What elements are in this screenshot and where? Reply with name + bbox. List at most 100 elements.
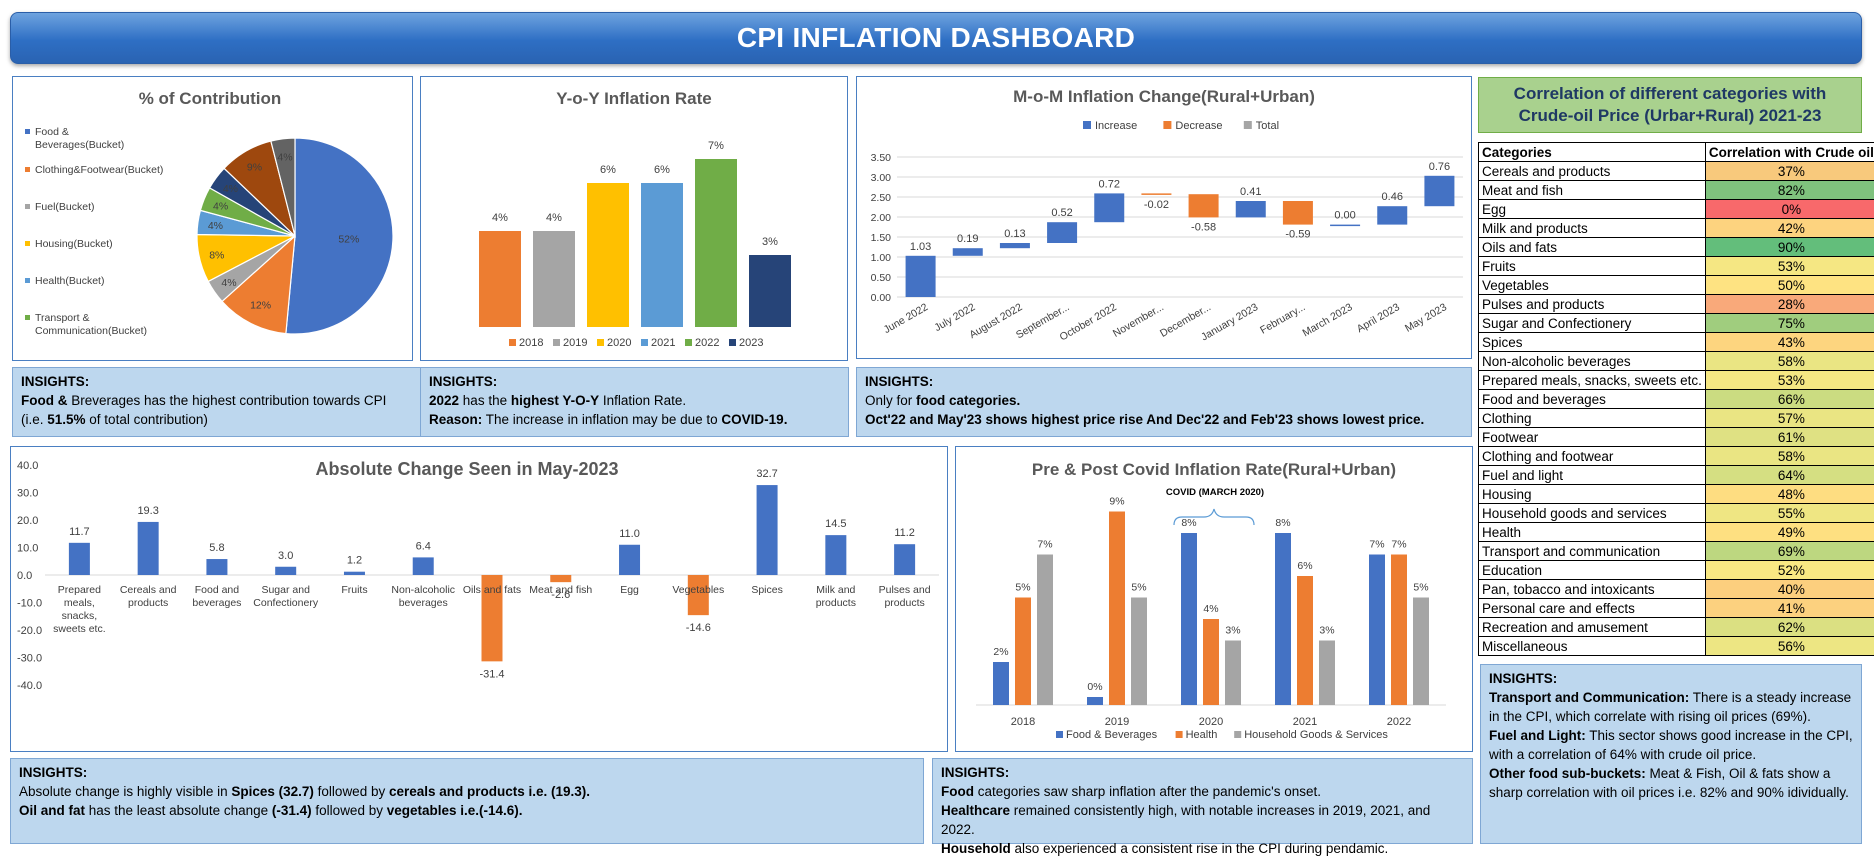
correlation-category: Clothing and footwear — [1479, 447, 1706, 466]
y-tick-label: -10.0 — [17, 598, 42, 610]
insight-text: 2022 — [429, 393, 459, 408]
insight-text: 51.5% — [47, 412, 85, 427]
covid-data-label: 8% — [1275, 517, 1290, 529]
y-tick-label: 0.00 — [871, 292, 892, 304]
mom-data-label: -0.59 — [1285, 229, 1310, 241]
insight-text: Other food sub-buckets: — [1489, 766, 1646, 781]
x-tick-label: April 2023 — [1355, 301, 1402, 335]
covid-chart-title: Pre & Post Covid Inflation Rate(Rural+Ur… — [1032, 460, 1396, 479]
y-tick-label: -30.0 — [17, 653, 42, 665]
correlation-header-row: Categories Correlation with Crude oil — [1479, 143, 1874, 162]
correlation-value: 41% — [1705, 599, 1874, 618]
correlation-table-wrap: Categories Correlation with Crude oil Ce… — [1478, 142, 1862, 656]
legend-label: Food & Beverages — [1066, 729, 1158, 741]
pie-data-label: 4% — [223, 183, 238, 195]
legend-swatch — [597, 339, 604, 346]
covid-bar — [993, 662, 1009, 705]
correlation-category: Meat and fish — [1479, 181, 1706, 200]
mom-data-label: 0.00 — [1334, 210, 1355, 222]
covid-bars: 2%5%7%20180%9%5%20198%4%3%20208%6%3%2021… — [976, 496, 1446, 729]
yoy-bar — [695, 159, 737, 327]
abs-data-label: 11.7 — [69, 526, 90, 538]
pie-data-label: 4% — [208, 220, 223, 232]
legend-label: 2022 — [695, 337, 719, 349]
correlation-value: 48% — [1705, 485, 1874, 504]
correlation-value: 82% — [1705, 181, 1874, 200]
insight-text: Food & — [21, 393, 71, 408]
abs-data-label: 32.7 — [756, 468, 777, 480]
mom-data-label: 0.76 — [1429, 161, 1450, 173]
correlation-category: Oils and fats — [1479, 238, 1706, 257]
legend-label: Household Goods & Services — [1244, 729, 1388, 741]
insight-heading: INSIGHTS: — [19, 765, 87, 780]
pie-data-label: 4% — [213, 201, 228, 213]
correlation-category: Housing — [1479, 485, 1706, 504]
y-tick-label: 30.0 — [17, 488, 38, 500]
correlation-category: Prepared meals, snacks, sweets etc. — [1479, 371, 1706, 390]
yoy-data-label: 4% — [546, 212, 562, 224]
correlation-category: Food and beverages — [1479, 390, 1706, 409]
insight-text: Fuel and Light: — [1489, 728, 1586, 743]
legend-label: Fuel(Bucket) — [35, 201, 95, 213]
legend-label: Increase — [1095, 120, 1137, 132]
insight-text: The increase in inflation may be due to — [482, 412, 721, 427]
correlation-value: 58% — [1705, 447, 1874, 466]
correlation-value: 40% — [1705, 580, 1874, 599]
correlation-value: 53% — [1705, 257, 1874, 276]
mom-bar — [1236, 201, 1266, 217]
mom-data-label: 0.52 — [1051, 207, 1072, 219]
covid-data-label: 5% — [1413, 582, 1428, 594]
abs-data-label: 3.0 — [278, 550, 293, 562]
correlation-value: 69% — [1705, 542, 1874, 561]
contribution-chart-panel: % of Contribution Food &Beverages(Bucket… — [12, 76, 413, 361]
covid-bar — [1087, 697, 1103, 705]
legend-label: 2023 — [739, 337, 763, 349]
covid-data-label: 2% — [993, 646, 1008, 658]
correlation-value: 37% — [1705, 162, 1874, 181]
correlation-category: Egg — [1479, 200, 1706, 219]
covid-data-label: 5% — [1015, 582, 1030, 594]
legend-label: 2020 — [607, 337, 631, 349]
correlation-value: 55% — [1705, 504, 1874, 523]
correlation-category: Miscellaneous — [1479, 637, 1706, 656]
mom-bar — [1094, 193, 1124, 222]
correlation-value: 64% — [1705, 466, 1874, 485]
abs-bar-chart: Absolute Change Seen in May-2023 40.030.… — [11, 447, 947, 751]
legend-swatch — [641, 339, 648, 346]
insight-text: (i.e. — [21, 412, 47, 427]
mom-grid: 0.000.501.001.502.002.503.003.50 — [871, 152, 1463, 304]
abs-bar — [344, 572, 365, 575]
correlation-insight: INSIGHTS: Transport and Communication: T… — [1480, 664, 1862, 844]
abs-bar — [619, 545, 640, 575]
abs-bar — [206, 559, 227, 575]
correlation-category: Footwear — [1479, 428, 1706, 447]
legend-swatch — [25, 204, 30, 209]
insight-heading: INSIGHTS: — [429, 374, 497, 389]
legend-swatch — [25, 129, 30, 134]
correlation-value: 49% — [1705, 523, 1874, 542]
insight-text: highest Y-O-Y — [511, 393, 599, 408]
abs-axis: 40.030.020.010.00.0-10.0-20.0-30.0-40.0 — [17, 460, 939, 692]
covid-bar — [1319, 641, 1335, 706]
correlation-category: Pan, tobacco and intoxicants — [1479, 580, 1706, 599]
legend-swatch — [729, 339, 736, 346]
correlation-row: Prepared meals, snacks, sweets etc.53% — [1479, 371, 1874, 390]
abs-bar — [69, 543, 90, 575]
abs-data-label: 6.4 — [416, 540, 431, 552]
pie-data-label: 52% — [338, 234, 359, 246]
abs-data-label: 1.2 — [347, 555, 362, 567]
mom-data-label: -0.02 — [1144, 199, 1169, 211]
correlation-col-categories: Categories — [1479, 143, 1706, 162]
